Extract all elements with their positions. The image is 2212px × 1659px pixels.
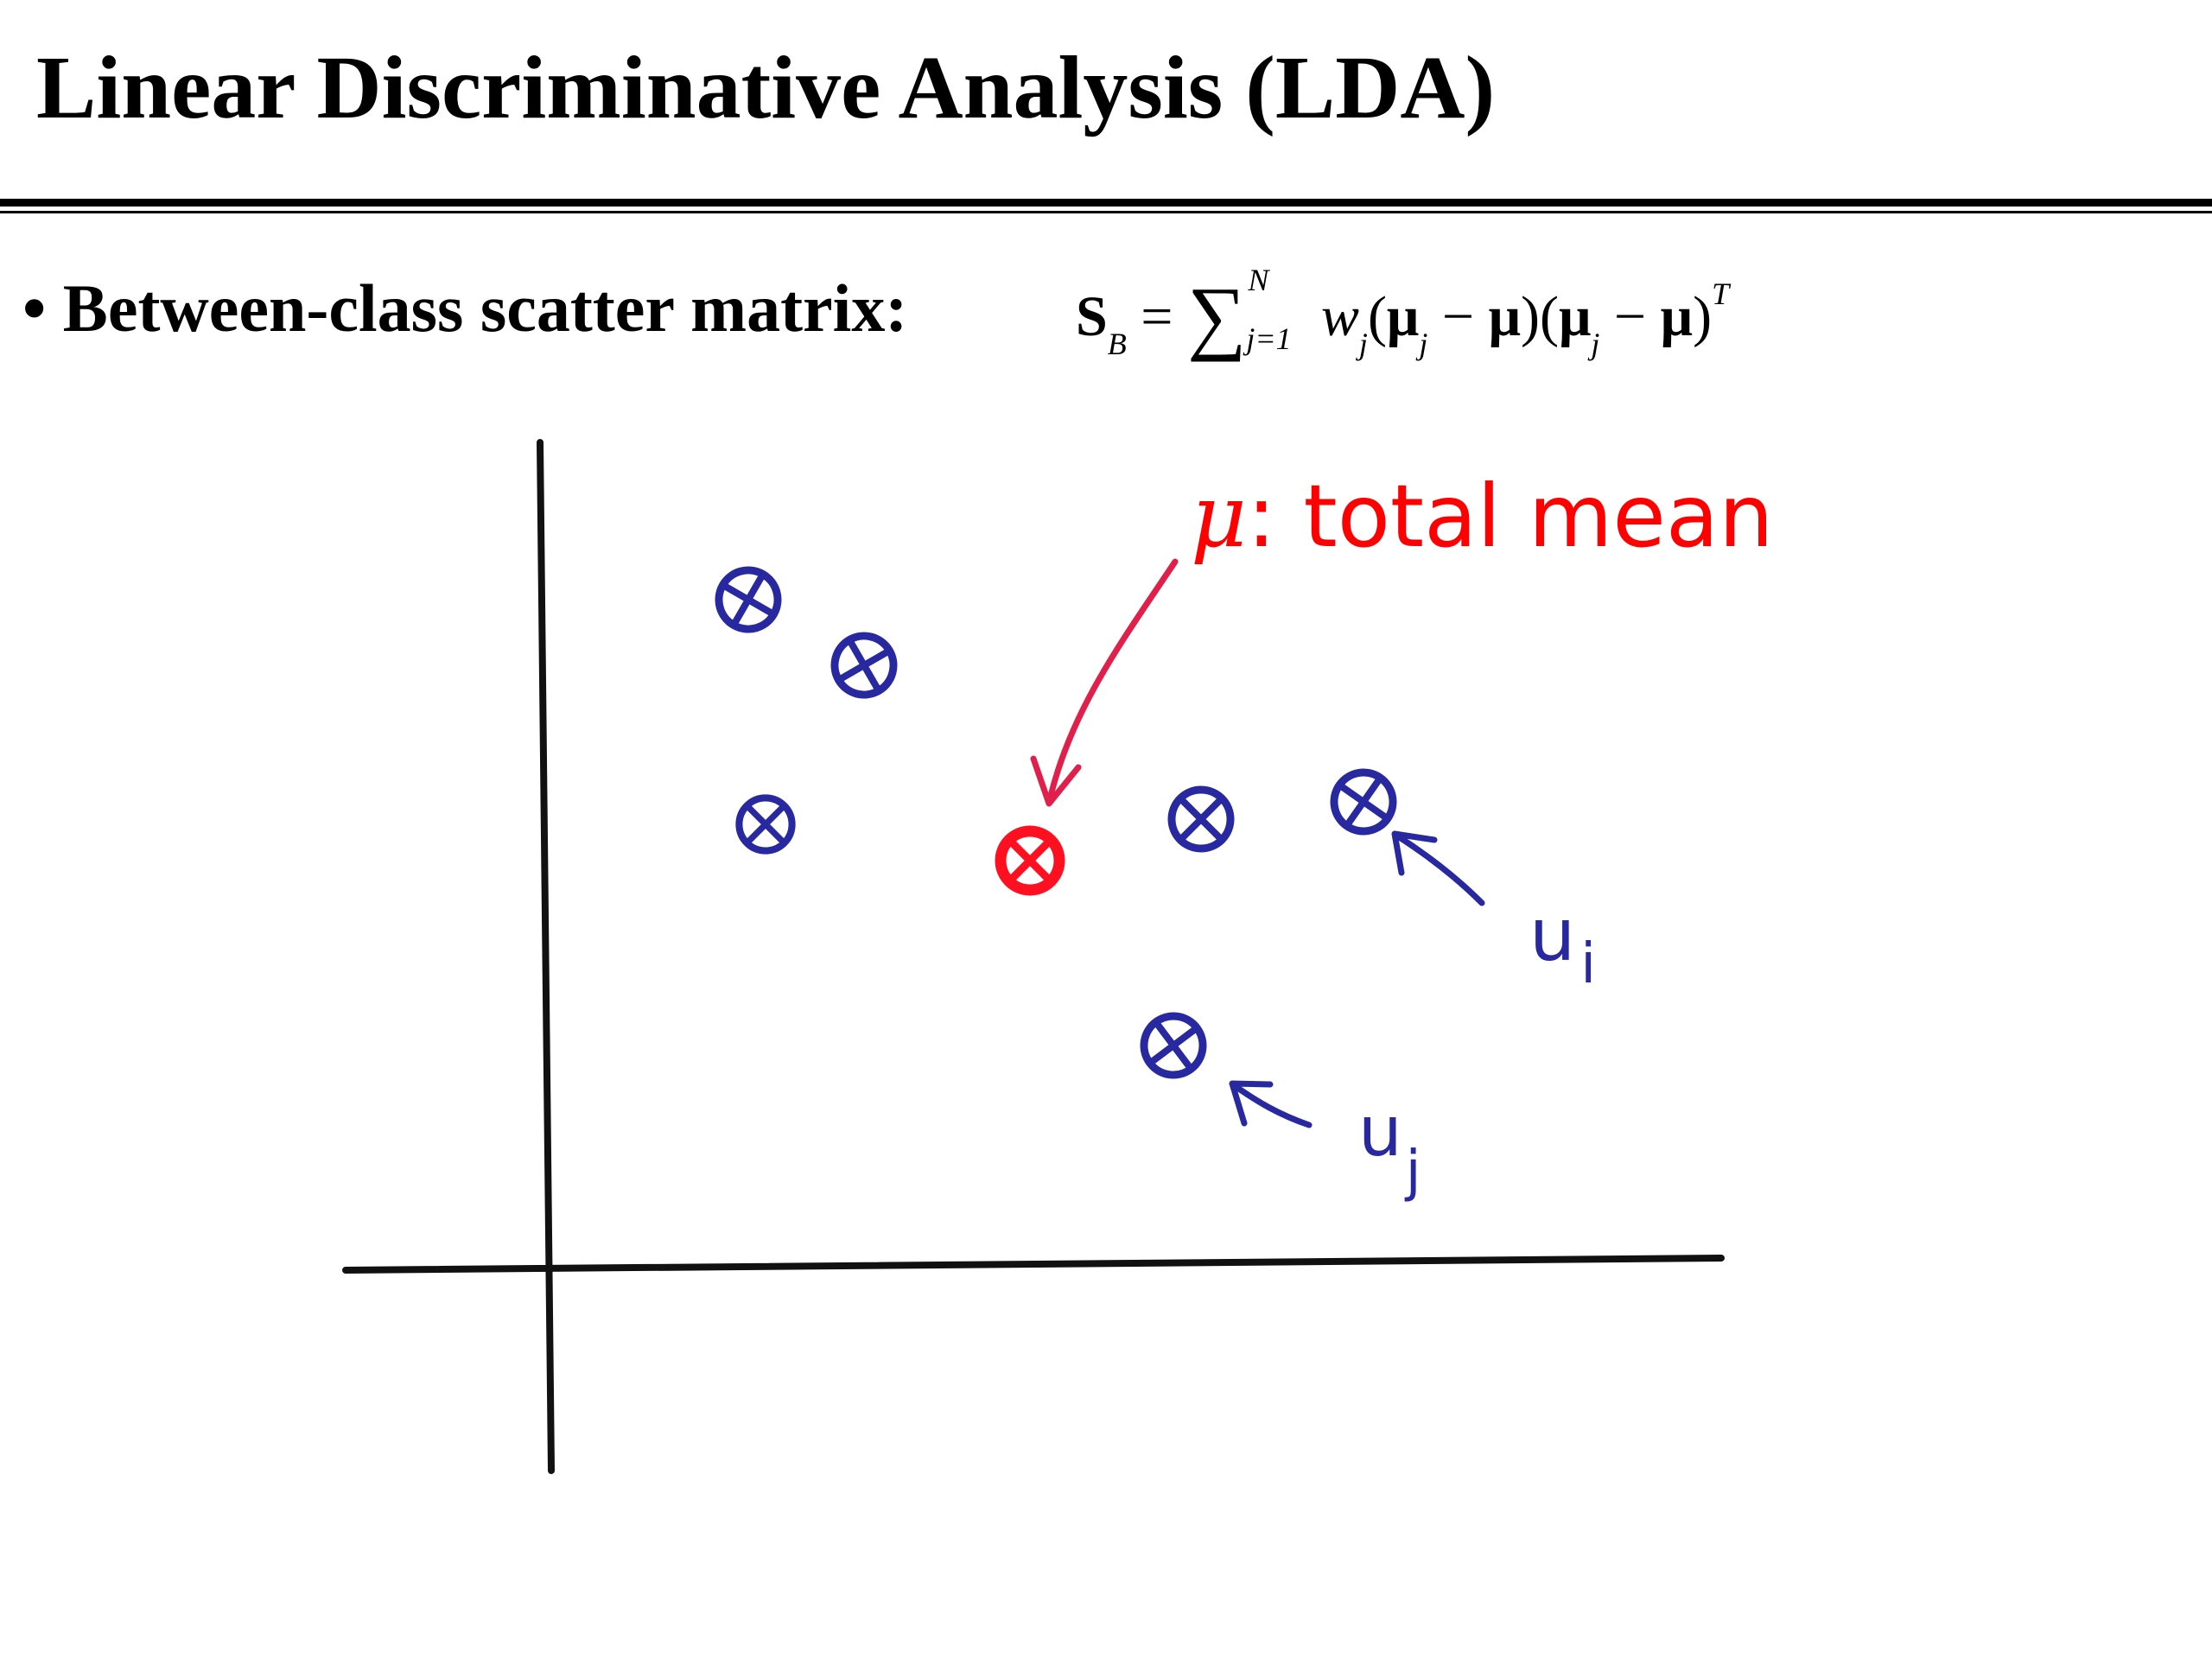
bullet-between-class: • Between-class scatter matrix: [22, 270, 908, 346]
uj-label-main: u [1358, 1091, 1402, 1172]
formula-close-2: ) [1693, 285, 1713, 348]
ui-label: ui [1529, 899, 1596, 992]
formula-transpose: T [1712, 276, 1730, 311]
formula-lhs-sub: B [1107, 327, 1127, 361]
formula-mu-2: μ [1660, 285, 1694, 348]
formula-mu-j-2-sub: j [1591, 327, 1600, 361]
class-mean-marker [712, 563, 784, 635]
class-mean-marker [739, 798, 791, 850]
formula-equals: = [1141, 285, 1173, 348]
uj-arrow-head [1229, 1080, 1274, 1127]
class-mean-marker-uj [1141, 1013, 1207, 1079]
y-axis [537, 439, 555, 1474]
total-mean-arrow-head [1030, 755, 1082, 807]
ui-arrow-head [1391, 830, 1438, 876]
class-mean-marker [828, 629, 899, 701]
sum-upper: N [1248, 262, 1269, 297]
uj-arrow [1230, 1082, 1313, 1128]
ui-label-sub: i [1580, 932, 1597, 996]
formula-close-1: ) [1521, 285, 1540, 348]
formula-minus-2: − [1599, 285, 1661, 348]
total-mean-text: : total mean [1247, 466, 1774, 567]
total-mean-symbol: μ [1191, 466, 1247, 567]
formula-mu-j-2: μ [1558, 285, 1592, 348]
uj-label: uj [1358, 1097, 1421, 1200]
formula-open-2: ( [1540, 285, 1559, 348]
ui-label-main: u [1529, 893, 1576, 977]
total-mean-label: μ: total mean [1191, 474, 1774, 560]
formula-lhs: S [1076, 285, 1108, 348]
sum-lower: j=1 [1246, 321, 1292, 356]
class-mean-marker-ui [1330, 768, 1398, 836]
title-rule-thin [0, 211, 2212, 213]
formula-open-1: ( [1367, 285, 1387, 348]
total-mean-marker [995, 825, 1065, 896]
uj-label-sub: j [1405, 1140, 1421, 1204]
slide-title: Linear Discriminative Analysis (LDA) [36, 38, 1496, 137]
formula-weight: w [1320, 285, 1359, 348]
formula-mu-j-1-sub: j [1419, 327, 1428, 361]
x-axis [342, 1255, 1725, 1274]
formula-mu-1: μ [1488, 285, 1522, 348]
formula-minus-1: − [1427, 285, 1489, 348]
class-mean-marker [1172, 790, 1230, 849]
formula-weight-sub: j [1358, 327, 1368, 361]
title-rule-thick [0, 199, 2212, 207]
formula-mu-j-1: μ [1386, 285, 1420, 348]
sum-icon: ∑ [1186, 270, 1247, 362]
ui-arrow [1395, 833, 1485, 906]
total-mean-arrow [1046, 558, 1179, 803]
